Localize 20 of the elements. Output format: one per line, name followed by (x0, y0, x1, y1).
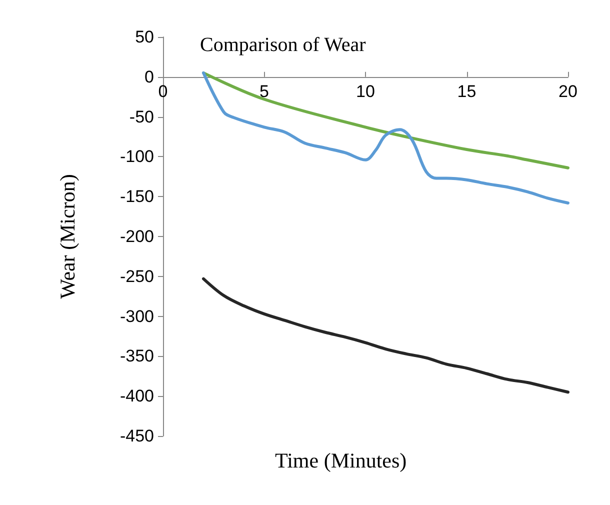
y-axis-title: Wear (Micron) (56, 174, 80, 299)
y-tick-label: -300 (120, 306, 154, 326)
x-axis-title: Time (Minutes) (275, 448, 407, 472)
y-tick-label: 50 (135, 28, 154, 46)
y-tick-label: 0 (144, 67, 154, 86)
x-tick-label: 15 (457, 82, 476, 101)
y-tick-label: -200 (120, 227, 154, 246)
y-tick-label: -100 (120, 147, 154, 166)
x-tick-label: 10 (356, 82, 375, 101)
y-tick-label: -150 (120, 187, 154, 206)
x-tick-label: 0 (158, 82, 168, 101)
line-series (202, 277, 570, 394)
chart-title: Comparison of Wear (200, 34, 366, 56)
y-tick-label: -250 (120, 266, 154, 286)
y-tick-label: -450 (120, 426, 154, 446)
y-tick-label: -400 (120, 386, 154, 406)
y-tick-label: -50 (129, 107, 154, 126)
y-tick-label: -350 (120, 346, 154, 366)
x-tick-label: 5 (260, 82, 269, 101)
x-tick-label: 20 (558, 82, 578, 101)
